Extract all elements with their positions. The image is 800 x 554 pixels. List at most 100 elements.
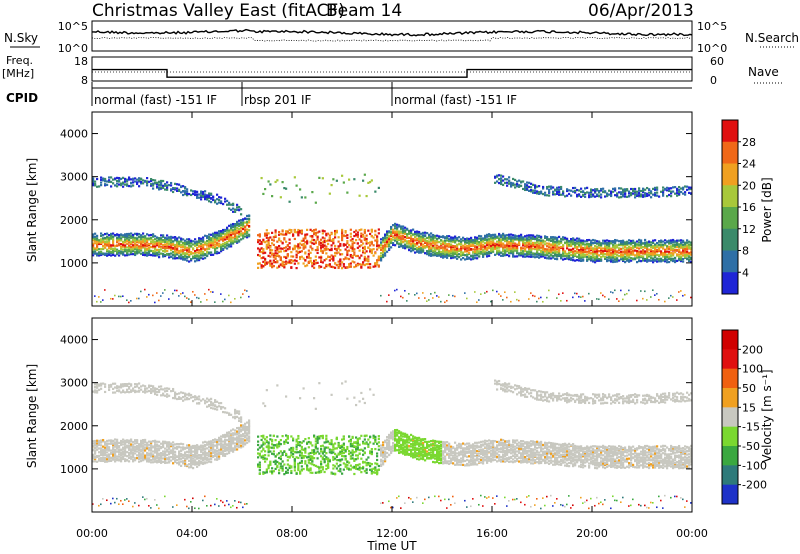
range-cell	[478, 244, 481, 247]
range-cell	[580, 243, 583, 246]
range-cell	[327, 264, 330, 267]
range-cell	[566, 257, 569, 260]
range-cell	[452, 256, 455, 259]
range-cell	[608, 249, 611, 252]
range-cell	[446, 243, 449, 246]
range-cell	[636, 299, 638, 302]
range-cell	[202, 236, 205, 239]
range-cell	[283, 266, 286, 269]
range-cell	[190, 501, 192, 503]
range-cell	[218, 232, 221, 235]
range-cell	[558, 240, 561, 243]
range-cell	[158, 256, 161, 259]
range-cell	[116, 389, 119, 392]
range-cell	[642, 245, 645, 249]
range-cell	[660, 258, 663, 262]
range-cell	[267, 237, 270, 240]
range-cell	[496, 251, 499, 254]
range-cell	[560, 187, 563, 190]
range-cell	[502, 237, 505, 240]
range-cell	[339, 264, 342, 267]
range-cell	[314, 259, 317, 262]
range-cell	[484, 253, 487, 256]
range-cell	[478, 299, 480, 301]
range-cell	[448, 238, 451, 241]
range-cell	[556, 241, 559, 244]
range-cell	[100, 241, 103, 245]
range-cell	[604, 255, 607, 259]
range-cell	[548, 250, 551, 253]
range-cell	[148, 443, 151, 446]
range-cell	[650, 192, 653, 195]
range-cell	[680, 251, 683, 254]
range-cell	[190, 458, 193, 461]
range-cell	[126, 498, 128, 500]
range-cell	[293, 247, 296, 250]
range-cell	[508, 255, 511, 258]
range-cell	[600, 292, 602, 294]
range-cell	[208, 239, 211, 242]
range-cell	[482, 243, 485, 246]
range-cell	[652, 187, 655, 190]
range-cell	[642, 194, 645, 197]
range-cell	[104, 441, 107, 444]
range-cell	[550, 250, 553, 253]
range-cell	[498, 253, 501, 256]
range-cell	[604, 241, 607, 244]
range-cell	[124, 449, 127, 452]
range-cell	[420, 249, 423, 252]
range-cell	[582, 243, 585, 246]
range-cell	[112, 238, 115, 241]
range-cell	[351, 242, 354, 246]
range-cell	[134, 452, 137, 455]
range-cell	[188, 255, 191, 258]
range-cell	[638, 253, 641, 257]
range-cell	[558, 253, 561, 257]
range-cell	[122, 244, 125, 247]
range-cell	[234, 228, 237, 231]
range-cell	[212, 402, 215, 405]
range-cell	[220, 293, 222, 295]
range-cell	[140, 245, 143, 248]
range-cell	[309, 245, 312, 248]
range-cell	[128, 178, 131, 181]
range-cell	[176, 397, 179, 401]
range-cell	[688, 188, 691, 191]
range-cell	[128, 184, 131, 188]
range-cell	[228, 229, 231, 232]
range-cell	[606, 251, 609, 254]
range-cell	[668, 193, 671, 197]
range-cell	[684, 294, 686, 296]
range-cell	[341, 239, 344, 242]
range-cell	[562, 248, 565, 251]
power-plot-background	[92, 112, 692, 306]
range-cell	[660, 253, 663, 256]
range-cell	[150, 444, 153, 447]
range-cell	[152, 182, 155, 185]
range-cell	[508, 247, 511, 251]
range-cell	[512, 250, 515, 253]
range-cell	[120, 383, 123, 386]
range-cell	[198, 401, 201, 405]
range-cell	[114, 441, 117, 444]
range-cell	[648, 191, 651, 194]
range-cell	[152, 458, 155, 461]
range-cell	[542, 300, 544, 303]
range-cell	[484, 245, 487, 248]
range-cell	[452, 239, 455, 242]
range-cell	[654, 248, 657, 251]
range-cell	[112, 450, 115, 453]
range-cell	[454, 295, 456, 298]
range-cell	[367, 262, 370, 266]
range-cell	[174, 257, 177, 260]
range-cell	[116, 447, 119, 450]
range-cell	[528, 241, 531, 244]
range-cell	[321, 243, 324, 246]
range-cell	[341, 230, 344, 233]
range-cell	[390, 239, 393, 242]
range-cell	[134, 449, 137, 453]
range-cell	[300, 231, 303, 234]
range-cell	[440, 244, 443, 247]
range-cell	[126, 444, 129, 447]
range-cell	[140, 450, 143, 453]
